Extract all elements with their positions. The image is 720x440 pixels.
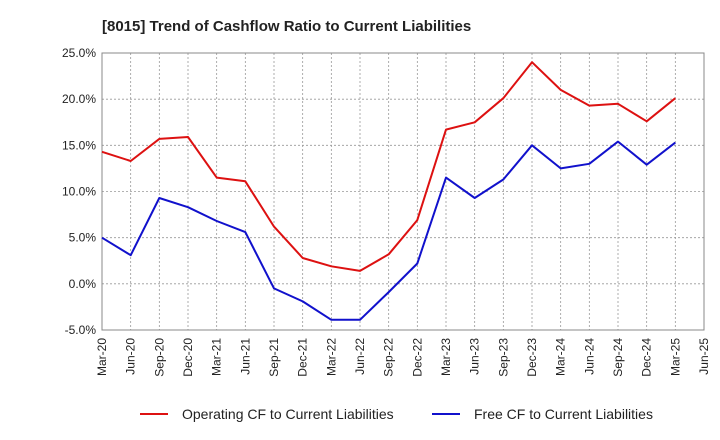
x-tick-label: Dec-22 <box>410 338 424 377</box>
x-tick-label: Sep-22 <box>382 338 396 377</box>
x-tick-label: Jun-20 <box>124 338 138 375</box>
x-tick-label: Jun-22 <box>353 338 367 375</box>
x-tick-label: Jun-21 <box>238 338 252 375</box>
legend-label: Operating CF to Current Liabilities <box>182 406 394 422</box>
x-tick-label: Dec-23 <box>525 338 539 377</box>
plot-area <box>101 52 705 331</box>
series-line-free-cf <box>101 140 676 321</box>
x-tick-label: Mar-23 <box>439 338 453 376</box>
x-tick-label: Dec-20 <box>181 338 195 377</box>
x-tick-label: Dec-21 <box>296 338 310 377</box>
x-tick-label: Mar-20 <box>95 338 109 376</box>
y-tick-label: 5.0% <box>69 231 97 245</box>
y-tick-label: 0.0% <box>69 277 97 291</box>
y-tick-label: -5.0% <box>65 323 97 337</box>
x-tick-label: Jun-23 <box>468 338 482 375</box>
x-axis: Mar-20 Jun-20 Sep-20 Dec-20 Mar-21 Jun-21 Sep-… <box>95 338 711 377</box>
y-tick-label: 20.0% <box>62 92 96 106</box>
y-tick-label: 15.0% <box>62 138 96 152</box>
x-tick-label: Mar-25 <box>668 338 682 376</box>
x-tick-label: Jun-25 <box>697 338 711 375</box>
plot-frame <box>101 52 705 331</box>
x-tick-label: Sep-21 <box>267 338 281 377</box>
legend: Operating CF to Current Liabilities Free … <box>140 406 653 422</box>
x-tick-label: Sep-20 <box>152 338 166 377</box>
x-tick-label: Jun-24 <box>582 338 596 375</box>
x-tick-label: Mar-21 <box>210 338 224 376</box>
x-tick-label: Mar-24 <box>554 338 568 376</box>
y-tick-label: 10.0% <box>62 185 96 199</box>
series-layer <box>101 61 676 321</box>
y-tick-label: 25.0% <box>62 46 96 60</box>
x-tick-label: Sep-24 <box>611 338 625 377</box>
y-axis: 25.0% 20.0% 15.0% 10.0% 5.0% 0.0% -5.0% <box>62 46 96 337</box>
x-tick-label: Dec-24 <box>640 338 654 377</box>
series-line-operating-cf <box>101 61 676 272</box>
x-tick-label: Sep-23 <box>496 338 510 377</box>
legend-label: Free CF to Current Liabilities <box>474 406 653 422</box>
x-tick-label: Mar-22 <box>324 338 338 376</box>
chart-title: [8015] Trend of Cashflow Ratio to Curren… <box>102 18 471 35</box>
